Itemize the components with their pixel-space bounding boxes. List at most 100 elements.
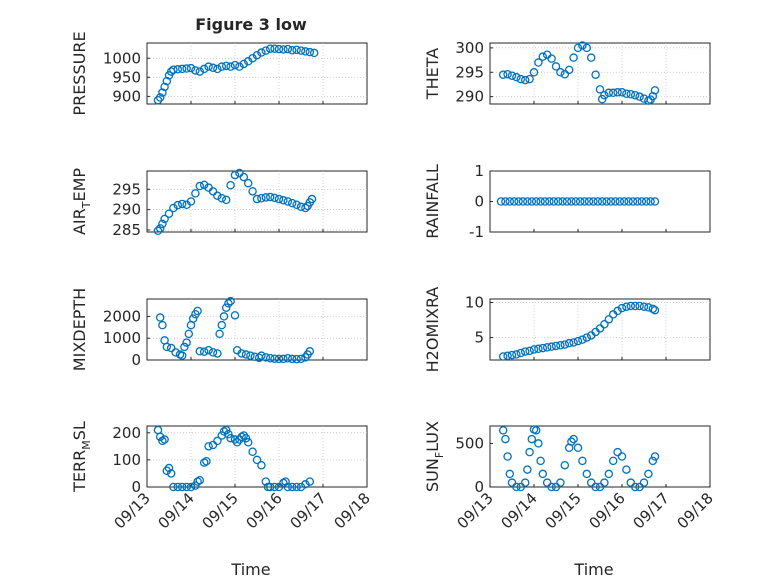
grid bbox=[147, 299, 367, 360]
data-point bbox=[650, 197, 660, 206]
data-point bbox=[520, 75, 530, 85]
y-axis-label: RAINFALL bbox=[423, 164, 442, 239]
data-point bbox=[534, 58, 543, 67]
data-point bbox=[177, 482, 187, 492]
data-point bbox=[573, 443, 583, 453]
data-point bbox=[503, 452, 512, 461]
data-point bbox=[215, 329, 224, 339]
data-point bbox=[248, 447, 257, 457]
data-point bbox=[217, 62, 227, 71]
data-point bbox=[204, 62, 213, 71]
data-point bbox=[578, 335, 587, 344]
data-point bbox=[208, 63, 218, 73]
data-point bbox=[584, 197, 594, 206]
data-point bbox=[498, 352, 508, 361]
data-point bbox=[617, 452, 627, 461]
data-point bbox=[507, 478, 517, 487]
data-point bbox=[547, 54, 556, 63]
data-point bbox=[628, 197, 638, 206]
data-point bbox=[173, 65, 183, 74]
data-point bbox=[567, 437, 576, 446]
y-tick-label: 100 bbox=[112, 451, 141, 469]
data-point bbox=[573, 43, 583, 53]
data-point bbox=[283, 44, 293, 54]
data-point bbox=[571, 197, 581, 206]
data-point bbox=[641, 197, 651, 206]
data-point bbox=[270, 193, 279, 203]
data-point bbox=[160, 82, 169, 92]
data-point bbox=[586, 478, 596, 487]
series-h2omixra bbox=[498, 301, 660, 361]
data-point bbox=[650, 86, 660, 95]
grid bbox=[147, 43, 367, 104]
data-point bbox=[611, 197, 620, 206]
data-point bbox=[177, 199, 187, 209]
data-point bbox=[512, 482, 521, 492]
data-point bbox=[208, 348, 218, 357]
data-point bbox=[505, 469, 515, 479]
data-point bbox=[279, 45, 288, 54]
panel-theta: 290 295 300 THETA bbox=[423, 39, 711, 106]
series-pressure bbox=[153, 44, 319, 105]
data-point bbox=[529, 68, 539, 77]
data-point bbox=[567, 197, 576, 206]
data-point bbox=[241, 350, 251, 359]
data-point bbox=[523, 465, 532, 474]
series-theta bbox=[498, 41, 660, 105]
data-point bbox=[186, 63, 196, 73]
y-tick-label: 0 bbox=[474, 193, 484, 211]
data-point bbox=[501, 434, 510, 444]
data-point bbox=[169, 203, 178, 213]
data-point bbox=[217, 320, 227, 330]
data-point bbox=[639, 302, 649, 311]
data-point bbox=[613, 306, 622, 316]
data-point bbox=[622, 89, 631, 99]
data-point bbox=[617, 88, 627, 97]
x-tick-label: 09/16 bbox=[243, 489, 286, 532]
y-tick-label: 1000 bbox=[103, 329, 141, 347]
series-mixdepth bbox=[155, 296, 315, 364]
y-axis-label: H2OMIXRA bbox=[423, 287, 442, 373]
y-tick-label: 300 bbox=[455, 39, 484, 57]
data-point bbox=[160, 214, 169, 224]
data-point bbox=[626, 89, 636, 99]
data-point bbox=[202, 456, 211, 466]
data-point bbox=[650, 305, 660, 315]
data-point bbox=[292, 354, 301, 364]
data-point bbox=[199, 347, 209, 356]
x-tick-label: 09/18 bbox=[331, 489, 374, 532]
data-point bbox=[301, 203, 310, 213]
data-point bbox=[241, 433, 251, 443]
data-point bbox=[560, 69, 570, 79]
data-point bbox=[593, 197, 603, 206]
data-point bbox=[586, 53, 596, 62]
data-point bbox=[182, 64, 191, 73]
y-tick-label: 10 bbox=[465, 294, 484, 312]
data-point bbox=[531, 426, 541, 435]
data-point bbox=[243, 178, 253, 188]
data-point bbox=[591, 482, 600, 492]
x-axis-label-right: Time bbox=[573, 560, 613, 579]
data-point bbox=[292, 45, 301, 55]
series-terr-msl bbox=[153, 425, 315, 492]
data-point bbox=[257, 48, 266, 57]
data-point bbox=[171, 348, 180, 357]
data-point bbox=[573, 336, 583, 346]
data-point bbox=[597, 197, 607, 206]
x-axis-label-left: Time bbox=[230, 560, 270, 579]
data-point bbox=[160, 435, 169, 444]
data-point bbox=[221, 61, 231, 71]
data-point bbox=[648, 456, 658, 466]
data-point bbox=[296, 482, 306, 492]
data-point bbox=[213, 191, 222, 201]
data-point bbox=[221, 303, 231, 312]
data-point bbox=[562, 197, 572, 206]
data-point bbox=[274, 44, 284, 54]
data-point bbox=[296, 46, 306, 55]
data-point bbox=[591, 70, 600, 79]
data-point bbox=[261, 353, 271, 362]
data-point bbox=[191, 189, 200, 198]
data-point bbox=[173, 200, 183, 210]
data-point bbox=[186, 482, 196, 492]
data-point bbox=[287, 482, 297, 492]
